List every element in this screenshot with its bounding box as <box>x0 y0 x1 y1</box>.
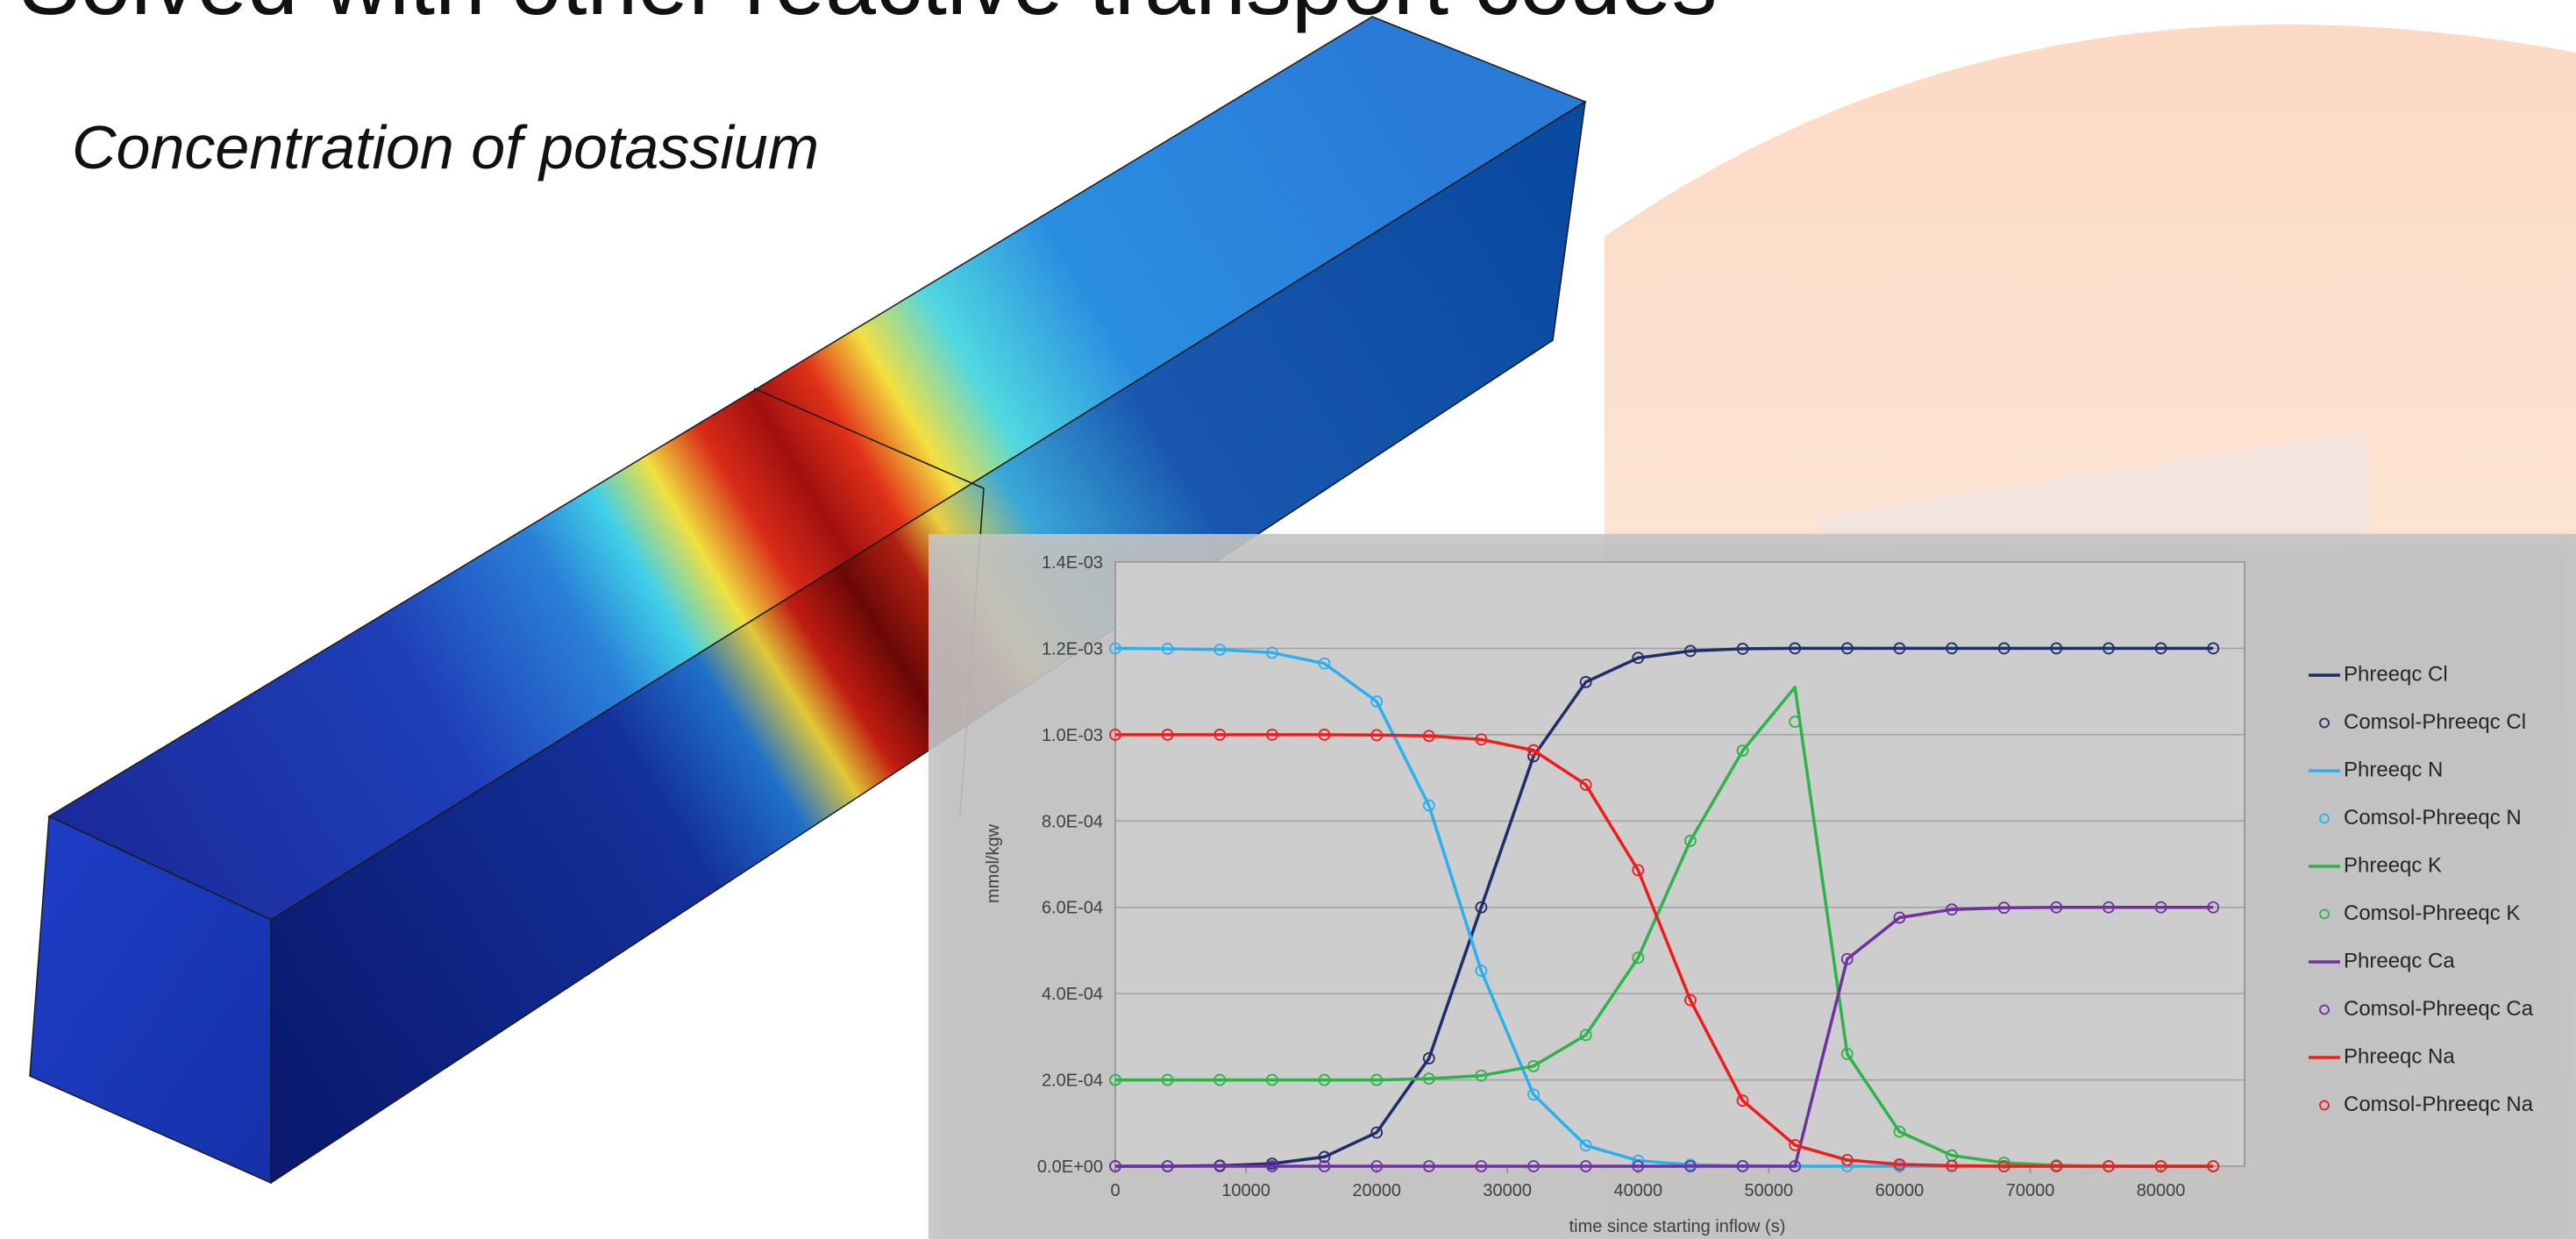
x-tick-label: 10000 <box>1221 1181 1270 1200</box>
x-tick-label: 50000 <box>1745 1181 1794 1200</box>
legend-label: Phreeqc N <box>2344 758 2443 781</box>
legend-label: Phreeqc Na <box>2344 1044 2455 1068</box>
y-tick-label: 0.0E+00 <box>1037 1157 1103 1177</box>
y-tick-label: 6.0E-04 <box>1042 899 1103 918</box>
legend-label: Comsol-Phreeqc Ca <box>2344 997 2534 1021</box>
legend-label: Comsol-Phreeqc K <box>2344 901 2520 925</box>
x-tick-label: 80000 <box>2137 1181 2186 1200</box>
y-tick-label: 1.2E-03 <box>1042 639 1103 659</box>
y-tick-label: 4.0E-04 <box>1042 985 1103 1004</box>
y-axis-label: mmol/kgw <box>984 823 1003 903</box>
y-tick-label: 8.0E-04 <box>1042 812 1103 831</box>
y-tick-label: 2.0E-04 <box>1042 1072 1103 1091</box>
legend-label: Comsol-Phreeqc N <box>2344 806 2522 830</box>
x-tick-label: 70000 <box>2006 1181 2055 1200</box>
legend-label: Comsol-Phreeqc Na <box>2344 1093 2534 1116</box>
legend-label: Phreeqc Cl <box>2344 662 2448 686</box>
x-tick-label: 40000 <box>1613 1181 1662 1200</box>
slide-subtitle: Concentration of potassium <box>72 113 819 182</box>
x-tick-label: 0 <box>1110 1181 1120 1200</box>
y-tick-label: 1.0E-03 <box>1042 726 1103 745</box>
slide-title: Solved with other reactive transport cod… <box>19 0 1718 34</box>
slide: Solved with other reactive transport cod… <box>0 0 2576 1239</box>
y-tick-label: 1.4E-03 <box>1042 553 1103 573</box>
legend-label: Phreeqc K <box>2344 853 2442 877</box>
legend-label: Phreeqc Ca <box>2344 949 2455 972</box>
legend-label: Comsol-Phreeqc Cl <box>2344 710 2526 734</box>
x-tick-label: 20000 <box>1352 1181 1401 1200</box>
x-axis-label: time since starting inflow (s) <box>1569 1217 1786 1236</box>
x-tick-label: 60000 <box>1875 1181 1925 1200</box>
x-tick-label: 30000 <box>1483 1181 1532 1200</box>
